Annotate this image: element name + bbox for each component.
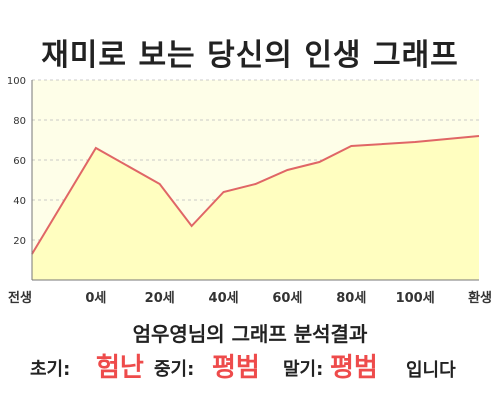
x-tick-label: 60세 — [272, 291, 302, 306]
mid-label: 중기: — [154, 359, 195, 380]
mid-value: 평범 — [212, 353, 260, 383]
x-tick-label: 20세 — [145, 291, 175, 306]
y-tick-label: 60 — [13, 156, 26, 167]
y-tick-label: 100 — [7, 76, 26, 87]
y-tick-label: 80 — [13, 116, 26, 127]
series-line — [31, 135, 480, 255]
late-value: 평범 — [330, 353, 378, 383]
late-label: 말기: — [283, 359, 324, 380]
y-tick-label: 20 — [13, 236, 26, 247]
result-tail: 입니다 — [406, 360, 456, 381]
x-tick-label: 100세 — [396, 291, 435, 306]
x-tick-label: 환생 — [468, 290, 492, 306]
x-tick-label: 전생 — [8, 290, 32, 306]
area-fill — [32, 136, 479, 280]
early-value: 험난 — [96, 353, 144, 383]
early-label: 초기: — [30, 359, 71, 380]
result-caption: 엄우영님의 그래프 분석결과 — [132, 322, 368, 346]
x-tick-label: 80세 — [336, 291, 366, 306]
y-tick-label: 40 — [13, 196, 26, 207]
life-chart: 20 40 60 80 100 전생 0세 20세 40세 60세 80세 100세 환생 — [7, 76, 492, 306]
x-tick-label: 40세 — [209, 291, 239, 306]
x-tick-label: 0세 — [85, 291, 106, 306]
page-title: 재미로 보는 당신의 인생 그래프 — [41, 38, 459, 73]
